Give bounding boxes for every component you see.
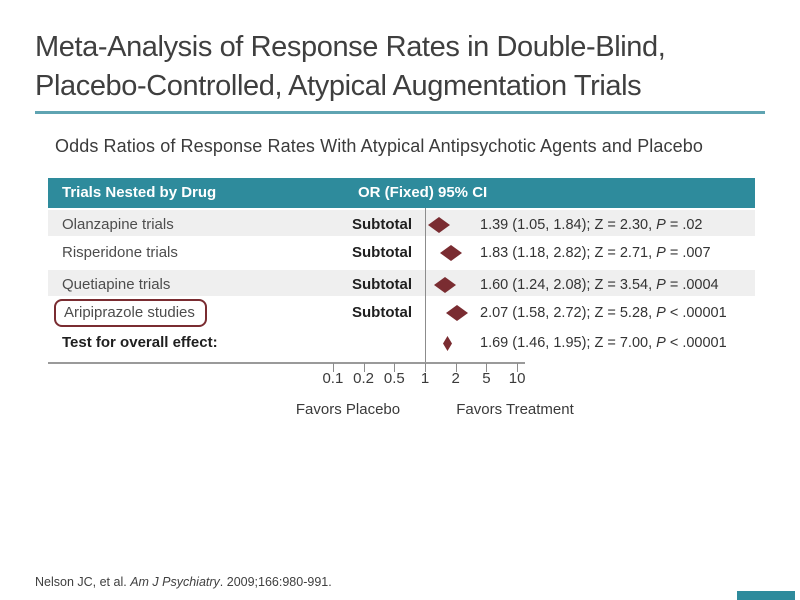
effect-diamond xyxy=(434,277,457,298)
axis-tick-label: 5 xyxy=(482,370,491,387)
row-statistics-text: 1.83 (1.18, 2.82); Z = 2.71, xyxy=(480,245,657,261)
effect-diamond xyxy=(443,335,453,356)
row-statistics-text: P xyxy=(656,245,666,261)
row-statistics-text: = .0004 xyxy=(665,277,719,293)
row-statistics: 1.69 (1.46, 1.95); Z = 7.00, P < .00001 xyxy=(480,328,727,358)
citation-authors: Nelson JC, et al. xyxy=(35,575,131,589)
row-statistics-text: P xyxy=(656,277,666,293)
table-row: Olanzapine trials Subtotal 1.39 (1.05, 1.8… xyxy=(48,208,755,238)
axis-null-line xyxy=(425,208,426,362)
axis-tick-label: 10 xyxy=(508,370,526,387)
favors-treatment-label: Favors Treatment xyxy=(456,401,574,418)
citation-journal: Am J Psychiatry xyxy=(130,575,220,589)
row-statistics-text: 1.69 (1.46, 1.95); Z = 7.00, xyxy=(480,335,657,351)
row-statistics-text: P xyxy=(656,335,666,351)
chart-title: Odds Ratios of Response Rates With Atypi… xyxy=(55,136,703,156)
axis-tick-label: 0.5 xyxy=(383,370,405,387)
slide-title: Meta-Analysis of Response Rates in Doubl… xyxy=(35,28,765,106)
axis-tick-label: 2 xyxy=(451,370,460,387)
effect-diamond xyxy=(440,245,463,266)
citation-issue: . 2009;166:980-991. xyxy=(219,575,332,589)
axis-tick-label: 0.2 xyxy=(353,370,375,387)
row-label: Risperidone trials xyxy=(62,244,178,261)
table-header: Trials Nested by Drug OR (Fixed) 95% CI xyxy=(48,178,755,208)
effect-diamond xyxy=(445,305,468,326)
row-statistics-text: 1.60 (1.24, 2.08); Z = 3.54, xyxy=(480,277,657,293)
forest-plot-table: Trials Nested by Drug OR (Fixed) 95% CI … xyxy=(48,178,755,448)
row-statistics-text: < .00001 xyxy=(665,335,727,351)
col-header-trials: Trials Nested by Drug xyxy=(62,184,217,201)
slide-title-line2: Placebo-Controlled, Atypical Augmentatio… xyxy=(35,70,642,102)
table-row: Test for overall effect: 1.69 (1.46, 1.95… xyxy=(48,328,755,358)
citation: Nelson JC, et al. Am J Psychiatry. 2009;… xyxy=(35,575,332,589)
row-statistics: 1.39 (1.05, 1.84); Z = 2.30, P = .02 xyxy=(480,210,702,240)
row-statistics-text: 2.07 (1.58, 2.72); Z = 5.28, xyxy=(480,305,657,321)
subtotal-label: Subtotal xyxy=(352,304,412,321)
axis-tick xyxy=(394,363,396,372)
axis-tick xyxy=(455,363,457,372)
row-label: Quetiapine trials xyxy=(62,276,171,293)
subtotal-label: Subtotal xyxy=(352,244,412,261)
row-label: Test for overall effect: xyxy=(62,334,218,351)
axis-tick xyxy=(332,363,334,372)
axis-tick xyxy=(363,363,365,372)
row-statistics-text: = .007 xyxy=(665,245,711,261)
row-label-highlighted: Aripiprazole studies xyxy=(54,299,207,327)
title-divider xyxy=(35,111,765,114)
axis-tick xyxy=(425,363,426,372)
row-statistics-text: = .02 xyxy=(665,217,703,233)
x-axis-line xyxy=(48,362,525,364)
slide-title-line1: Meta-Analysis of Response Rates in Doubl… xyxy=(35,31,666,63)
table-row: Aripiprazole studies Subtotal 2.07 (1.58, … xyxy=(48,298,755,328)
axis-tick xyxy=(486,363,488,372)
row-statistics: 1.83 (1.18, 2.82); Z = 2.71, P = .007 xyxy=(480,238,711,268)
table-row: Quetiapine trials Subtotal 1.60 (1.24, 2.0… xyxy=(48,268,755,298)
row-label: Olanzapine trials xyxy=(62,216,174,233)
axis-tick-label: 0.1 xyxy=(322,370,344,387)
subtotal-label: Subtotal xyxy=(352,216,412,233)
effect-diamond xyxy=(428,217,451,238)
row-statistics-text: P xyxy=(656,217,666,233)
favors-placebo-label: Favors Placebo xyxy=(295,401,401,418)
axis-tick xyxy=(517,363,519,372)
row-statistics: 2.07 (1.58, 2.72); Z = 5.28, P < .00001 xyxy=(480,298,727,328)
slide-corner-accent xyxy=(737,591,795,600)
row-statistics-text: 1.39 (1.05, 1.84); Z = 2.30, xyxy=(480,217,657,233)
table-row: Risperidone trials Subtotal 1.83 (1.18, 2.… xyxy=(48,238,755,268)
row-statistics-text: < .00001 xyxy=(665,305,727,321)
col-header-or-ci: OR (Fixed) 95% CI xyxy=(358,184,488,201)
axis-tick-label: 1 xyxy=(420,370,430,387)
row-statistics: 1.60 (1.24, 2.08); Z = 3.54, P = .0004 xyxy=(480,270,719,300)
row-statistics-text: P xyxy=(656,305,666,321)
subtotal-label: Subtotal xyxy=(352,276,412,293)
